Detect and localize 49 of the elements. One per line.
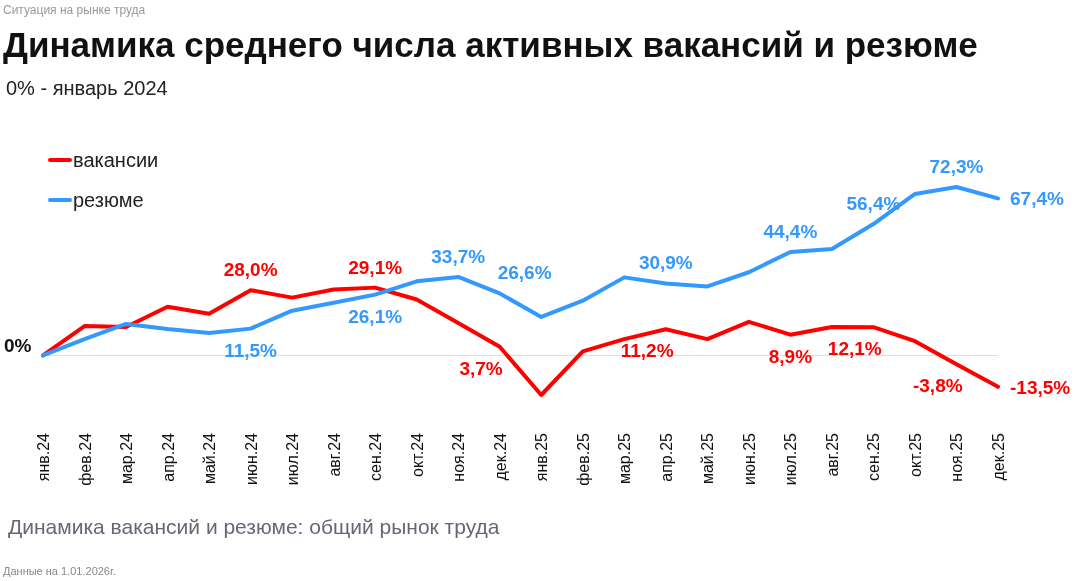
data-label: 26,6% — [497, 262, 552, 284]
x-tick-label: ноя.25 — [948, 432, 966, 482]
data-label: 11,5% — [224, 339, 278, 361]
x-tick-label: апр.24 — [159, 432, 177, 482]
data-label: 44,4% — [763, 220, 818, 242]
x-tick-label: июн.25 — [740, 432, 758, 486]
x-tick-label: авг.24 — [325, 432, 343, 477]
x-tick-label: апр.25 — [657, 432, 675, 482]
ref-line-label: 0% — [4, 335, 32, 357]
data-label: 3,7% — [459, 357, 503, 379]
x-tick-label: мар.24 — [118, 432, 136, 485]
chart-title: Динамика среднего числа активных вакансий и резюме — [3, 25, 978, 64]
x-tick-label: окт.25 — [906, 432, 924, 477]
data-label: 11,2% — [620, 340, 674, 362]
data-label: -13,5% — [1010, 376, 1071, 398]
legend-label: вакансии — [73, 149, 159, 171]
data-label: 56,4% — [846, 193, 901, 215]
x-tick-label: сен.25 — [865, 432, 883, 481]
x-tick-label: июл.25 — [782, 432, 800, 486]
data-label: 67,4% — [1010, 188, 1064, 210]
data-label: 8,9% — [768, 345, 813, 367]
text: Ситуация на рынке труда — [3, 3, 146, 17]
x-tick-label: окт.24 — [408, 432, 426, 477]
legend-label: резюме — [73, 189, 144, 211]
x-tick-label: май.24 — [201, 432, 219, 485]
text: Динамика вакансий и резюме: общий рынок труда — [8, 515, 500, 538]
text: Данные на 1.01.2026г. — [3, 565, 116, 577]
x-tick-label: дек.25 — [990, 432, 1007, 481]
data-label: 29,1% — [348, 256, 403, 278]
x-tick-label: ноя.24 — [450, 432, 468, 482]
x-tick-label: дек.24 — [491, 432, 509, 481]
data-label: 12,1% — [827, 338, 882, 360]
data-label: 72,3% — [929, 156, 984, 177]
x-tick-label: янв.25 — [533, 432, 551, 482]
x-tick-label: сен.24 — [367, 432, 385, 481]
x-tick-label: июл.24 — [284, 432, 302, 486]
x-tick-label: авг.25 — [823, 432, 841, 477]
data-label: 28,0% — [223, 259, 278, 281]
data-label: -3,8% — [912, 375, 963, 397]
x-tick-label: янв.24 — [35, 432, 52, 482]
x-tick-label: июн.24 — [242, 432, 260, 486]
data-label: 33,7% — [431, 245, 486, 267]
x-tick-label: май.25 — [699, 432, 717, 485]
data-label: 30,9% — [638, 252, 693, 274]
x-tick-label: фев.24 — [76, 432, 94, 486]
data-label: 26,1% — [348, 305, 403, 327]
chart-subtitle: 0% - январь 2024 — [6, 77, 168, 99]
x-tick-label: фев.25 — [574, 432, 592, 486]
x-tick-label: мар.25 — [616, 432, 634, 485]
